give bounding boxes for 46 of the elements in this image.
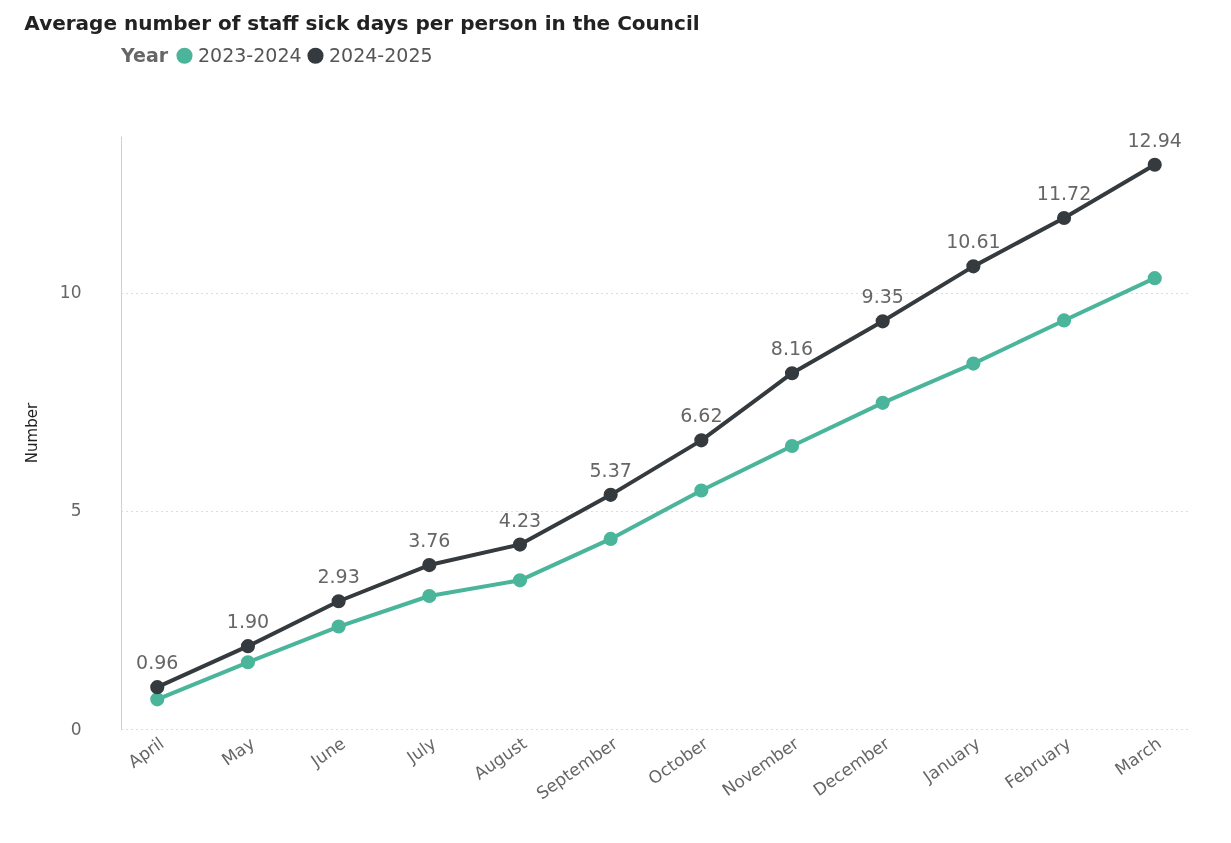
point xyxy=(422,558,437,573)
data-label: 0.96 xyxy=(136,651,179,674)
data-label: 3.76 xyxy=(408,529,451,552)
point xyxy=(784,366,800,381)
legend-title: Year xyxy=(120,44,169,66)
data-label: 2.93 xyxy=(317,565,360,588)
point xyxy=(512,573,528,588)
point xyxy=(603,531,618,546)
point xyxy=(784,438,800,454)
data-label: 10.61 xyxy=(946,230,1001,253)
point xyxy=(331,594,346,609)
point xyxy=(240,639,256,654)
point xyxy=(966,259,981,274)
data-label: 1.90 xyxy=(226,610,270,633)
data-label: 6.62 xyxy=(680,404,723,427)
data-label: 11.72 xyxy=(1036,181,1092,204)
point xyxy=(875,395,890,410)
point xyxy=(422,588,437,604)
point xyxy=(331,619,346,634)
y-axis-title: Number xyxy=(22,402,41,464)
data-label: 5.37 xyxy=(589,458,632,481)
point xyxy=(512,537,528,552)
data-label: 8.16 xyxy=(770,337,814,360)
point xyxy=(966,356,981,371)
y-tick-label: 0 xyxy=(70,718,82,739)
chart-title: Average number of staff sick days per person in the Council xyxy=(24,11,700,35)
y-tick-label: 10 xyxy=(59,282,82,303)
point xyxy=(1147,157,1162,172)
point xyxy=(694,483,709,498)
point xyxy=(603,487,618,502)
data-label: 9.35 xyxy=(861,285,904,308)
point xyxy=(1056,210,1072,226)
y-tick-label: 5 xyxy=(70,500,82,521)
x-tick-label: May xyxy=(217,733,259,770)
legend-label: 2023-2024 xyxy=(198,43,302,66)
point xyxy=(694,433,709,448)
point xyxy=(875,314,890,329)
point xyxy=(150,692,165,707)
point xyxy=(240,655,256,670)
point xyxy=(1056,313,1072,328)
data-label: 4.23 xyxy=(498,508,542,531)
legend-label: 2024-2025 xyxy=(329,43,433,66)
point xyxy=(150,680,165,695)
x-tick-label: July xyxy=(402,733,440,768)
point xyxy=(1147,271,1162,286)
data-label: 12.94 xyxy=(1127,128,1182,151)
